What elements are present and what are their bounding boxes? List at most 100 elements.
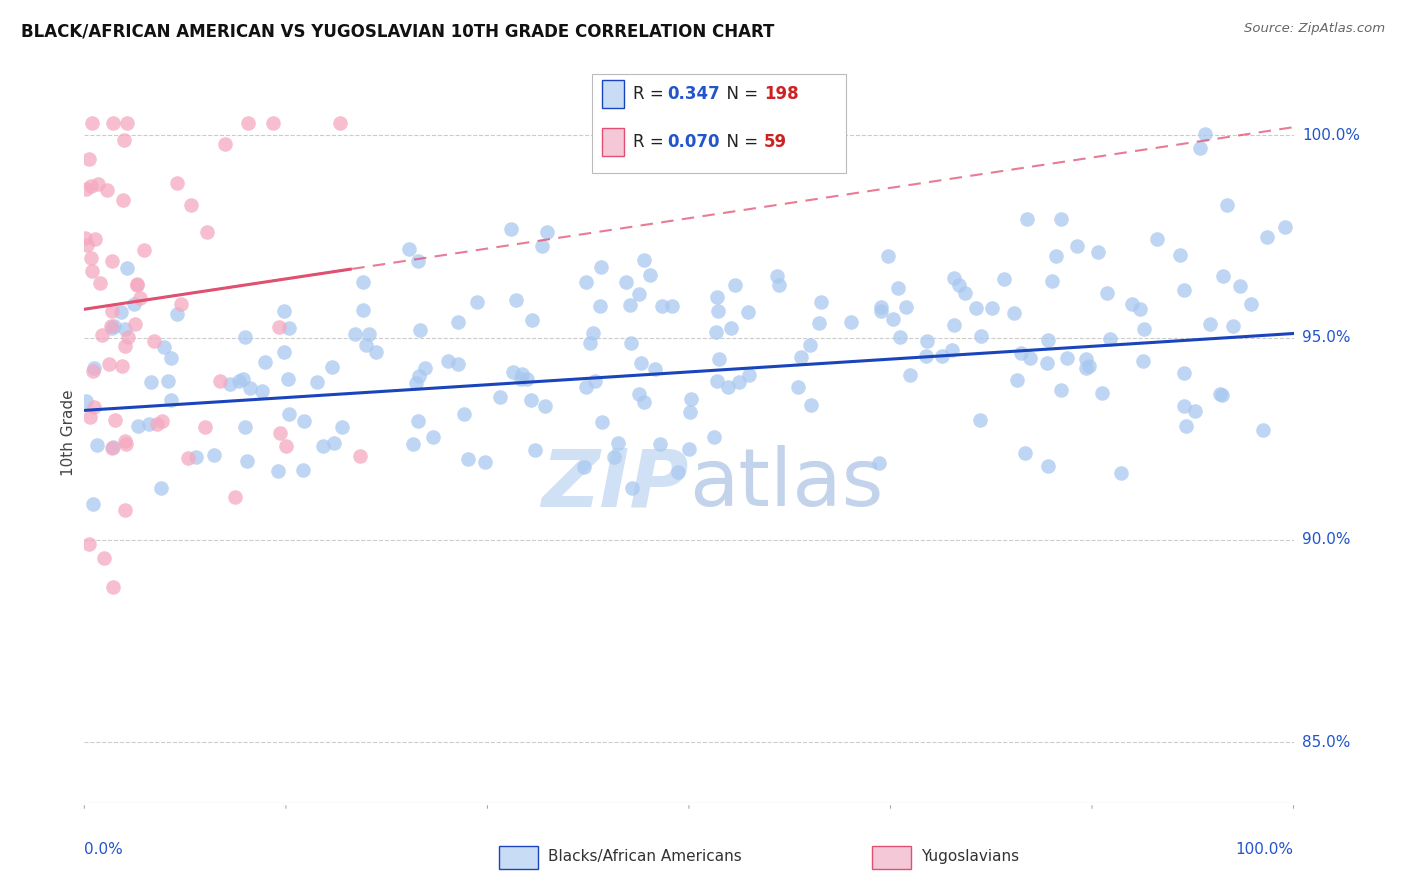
Point	[110, 305, 132, 319]
Point	[114, 436, 136, 450]
Text: Source: ZipAtlas.com: Source: ZipAtlas.com	[1244, 22, 1385, 36]
Point	[1211, 388, 1233, 402]
Point	[648, 437, 671, 451]
Point	[141, 375, 163, 389]
Point	[965, 301, 987, 316]
Point	[321, 359, 343, 374]
Point	[1128, 301, 1150, 316]
Point	[1174, 419, 1197, 434]
Point	[262, 116, 284, 130]
Point	[232, 371, 254, 385]
Text: R =: R =	[633, 134, 669, 152]
Point	[1010, 346, 1032, 360]
Point	[114, 503, 136, 517]
Point	[488, 390, 510, 404]
Point	[882, 312, 904, 326]
Point	[87, 177, 110, 191]
Point	[170, 296, 193, 310]
Point	[768, 278, 790, 293]
Point	[75, 182, 97, 196]
Point	[728, 375, 751, 389]
Point	[278, 407, 301, 421]
Point	[75, 394, 97, 409]
Point	[841, 315, 863, 329]
Point	[79, 178, 101, 193]
Point	[703, 430, 725, 444]
Point	[276, 440, 298, 454]
Point	[114, 434, 136, 448]
Point	[224, 491, 246, 505]
Point	[810, 295, 832, 310]
Point	[93, 550, 115, 565]
Point	[1173, 399, 1195, 413]
Point	[194, 420, 217, 434]
Point	[82, 497, 104, 511]
Point	[402, 437, 425, 451]
Point	[724, 278, 747, 293]
Point	[510, 367, 533, 381]
Point	[1216, 198, 1239, 212]
Point	[103, 440, 125, 454]
Point	[737, 304, 759, 318]
Point	[948, 278, 970, 293]
Point	[117, 330, 139, 344]
Point	[195, 226, 218, 240]
Point	[630, 356, 652, 370]
Point	[127, 418, 149, 433]
Point	[661, 299, 683, 313]
Point	[83, 361, 105, 376]
Point	[312, 439, 335, 453]
Point	[101, 303, 124, 318]
Bar	[602, 128, 624, 156]
Point	[1091, 385, 1114, 400]
Point	[252, 384, 274, 398]
Point	[124, 317, 146, 331]
Point	[530, 238, 553, 252]
Point	[589, 260, 612, 274]
Point	[354, 338, 377, 352]
Point	[228, 374, 250, 388]
Point	[117, 261, 139, 276]
Point	[808, 317, 831, 331]
Point	[143, 334, 166, 348]
Text: 59: 59	[763, 134, 787, 152]
Point	[235, 330, 257, 344]
Text: N =: N =	[716, 86, 763, 103]
Text: N =: N =	[716, 134, 763, 152]
Point	[953, 286, 976, 301]
Point	[520, 392, 543, 407]
Point	[628, 287, 651, 301]
Point	[202, 448, 225, 462]
Point	[1199, 318, 1222, 332]
Point	[1253, 423, 1275, 437]
Point	[89, 277, 111, 291]
Point	[111, 359, 134, 373]
Point	[236, 116, 259, 130]
Point	[180, 198, 202, 212]
Point	[1121, 297, 1143, 311]
Point	[894, 300, 917, 314]
Point	[943, 270, 966, 285]
Text: 85.0%: 85.0%	[1302, 735, 1350, 749]
Point	[413, 361, 436, 376]
Point	[765, 268, 787, 283]
Point	[150, 481, 173, 495]
Text: Blacks/African Americans: Blacks/African Americans	[548, 849, 742, 863]
Text: ZIP: ZIP	[541, 445, 689, 524]
Point	[114, 339, 136, 353]
Point	[329, 116, 352, 130]
Point	[127, 277, 149, 292]
Point	[980, 301, 1002, 315]
Point	[219, 377, 242, 392]
Point	[583, 374, 606, 388]
Point	[707, 304, 730, 318]
Point	[572, 460, 595, 475]
Point	[509, 372, 531, 386]
Point	[1002, 306, 1025, 320]
Point	[706, 374, 728, 388]
Point	[1017, 212, 1039, 227]
Point	[80, 251, 103, 265]
Point	[214, 137, 236, 152]
FancyBboxPatch shape	[592, 73, 846, 173]
Point	[1045, 249, 1067, 263]
